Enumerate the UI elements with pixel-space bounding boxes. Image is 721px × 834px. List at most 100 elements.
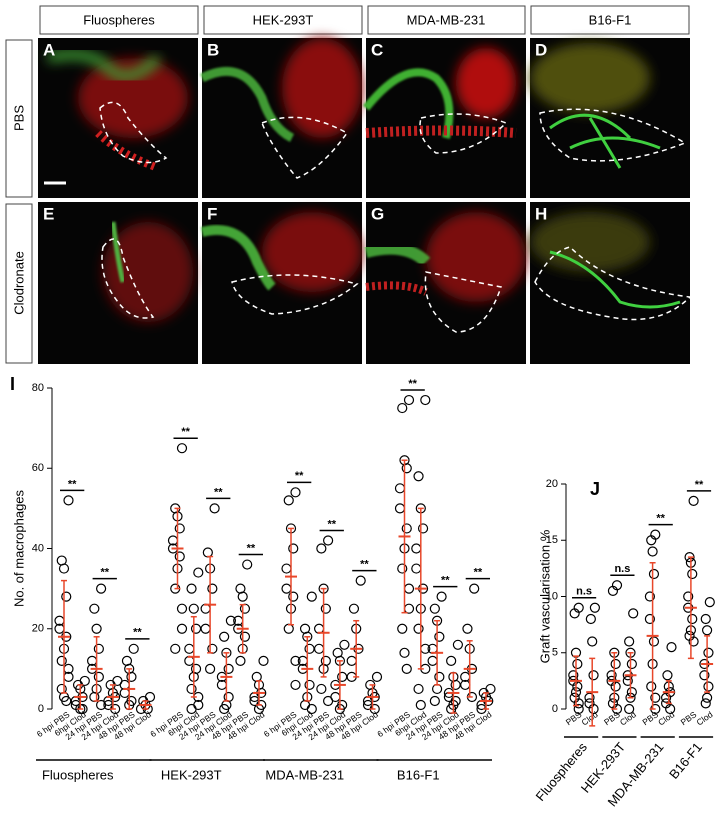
data-point bbox=[304, 679, 315, 691]
data-point bbox=[61, 591, 72, 602]
data-point bbox=[411, 543, 422, 554]
data-point bbox=[403, 603, 415, 614]
data-point bbox=[186, 683, 197, 695]
data-point bbox=[666, 642, 677, 653]
data-point bbox=[239, 631, 251, 642]
data-point bbox=[176, 443, 188, 454]
data-point bbox=[626, 687, 637, 698]
group-label: HEK-293T bbox=[161, 767, 222, 782]
panel-letter: G bbox=[371, 204, 384, 223]
data-point bbox=[314, 643, 325, 654]
column-header: MDA-MB-231 bbox=[407, 12, 486, 27]
data-point bbox=[258, 655, 269, 666]
micrograph: D bbox=[530, 38, 690, 198]
micrograph: H bbox=[530, 202, 692, 364]
data-point bbox=[207, 643, 218, 654]
data-point bbox=[415, 699, 426, 711]
significance-label: ** bbox=[181, 426, 190, 438]
data-point bbox=[403, 394, 415, 406]
data-point bbox=[316, 543, 327, 554]
data-point bbox=[699, 670, 710, 681]
data-point bbox=[200, 623, 211, 634]
data-point bbox=[126, 671, 137, 683]
data-point bbox=[644, 591, 656, 602]
panel-letter: E bbox=[43, 204, 54, 223]
data-point bbox=[585, 613, 596, 625]
data-point bbox=[624, 703, 635, 715]
data-point bbox=[684, 552, 695, 563]
data-point bbox=[683, 591, 694, 602]
significance-label: ** bbox=[327, 518, 336, 530]
data-point bbox=[93, 643, 104, 654]
data-point bbox=[174, 523, 185, 534]
data-point bbox=[610, 658, 621, 670]
data-point bbox=[202, 547, 213, 558]
data-point bbox=[281, 583, 292, 594]
data-point bbox=[219, 703, 230, 715]
data-point bbox=[237, 591, 248, 602]
group-label: Fluospheres bbox=[42, 767, 114, 782]
significance-label: ** bbox=[695, 479, 704, 491]
data-point bbox=[394, 483, 406, 494]
data-point bbox=[299, 699, 311, 711]
micrograph: E bbox=[38, 202, 198, 364]
data-point bbox=[281, 563, 292, 574]
micrograph: B bbox=[199, 38, 362, 198]
data-point bbox=[193, 567, 204, 578]
data-point bbox=[573, 698, 584, 709]
data-point bbox=[446, 655, 457, 666]
y-tick-label: 20 bbox=[32, 623, 44, 635]
data-point bbox=[399, 647, 410, 658]
data-point bbox=[450, 679, 461, 691]
data-point bbox=[646, 681, 657, 692]
group-label: MDA-MB-231 bbox=[265, 767, 344, 782]
y-axis-label: Graft vascularisation % bbox=[537, 529, 552, 663]
data-point bbox=[323, 535, 334, 546]
data-point bbox=[644, 613, 656, 625]
data-point bbox=[337, 671, 348, 683]
column-header: Fluospheres bbox=[83, 12, 155, 27]
data-point bbox=[330, 691, 341, 703]
data-point bbox=[427, 655, 438, 666]
data-point bbox=[63, 495, 74, 506]
data-point bbox=[432, 683, 443, 695]
data-point bbox=[568, 670, 579, 681]
y-tick-label: 5 bbox=[552, 647, 558, 659]
significance-label: ** bbox=[474, 567, 483, 579]
data-point bbox=[700, 613, 711, 625]
data-point bbox=[89, 691, 100, 703]
data-point bbox=[290, 655, 301, 666]
data-point bbox=[306, 703, 317, 715]
header-box bbox=[367, 5, 526, 35]
group-label: B16-F1 bbox=[397, 767, 440, 782]
data-point bbox=[646, 535, 657, 546]
data-point bbox=[647, 546, 658, 557]
y-tick-label: 20 bbox=[546, 478, 558, 490]
data-point bbox=[429, 695, 440, 707]
data-point bbox=[665, 703, 676, 715]
data-point bbox=[174, 551, 185, 562]
data-point bbox=[219, 631, 230, 642]
data-point bbox=[320, 603, 331, 614]
data-point bbox=[648, 568, 660, 580]
y-tick-label: 0 bbox=[552, 703, 558, 715]
category-label: Clod bbox=[694, 709, 714, 727]
significance-label: ** bbox=[295, 470, 304, 482]
data-point bbox=[190, 623, 202, 634]
micrograph: A bbox=[38, 38, 198, 198]
data-point bbox=[288, 543, 299, 554]
data-point bbox=[304, 643, 315, 654]
data-point bbox=[589, 602, 601, 613]
significance-label: ** bbox=[408, 378, 417, 390]
micrograph: F bbox=[200, 202, 362, 364]
data-point bbox=[403, 583, 415, 594]
data-point bbox=[95, 583, 107, 594]
data-point bbox=[170, 643, 181, 654]
data-point bbox=[397, 623, 408, 634]
data-point bbox=[176, 623, 188, 634]
y-tick-label: 40 bbox=[32, 542, 44, 554]
data-point bbox=[703, 681, 714, 692]
data-point bbox=[186, 583, 197, 594]
data-point bbox=[650, 692, 661, 703]
